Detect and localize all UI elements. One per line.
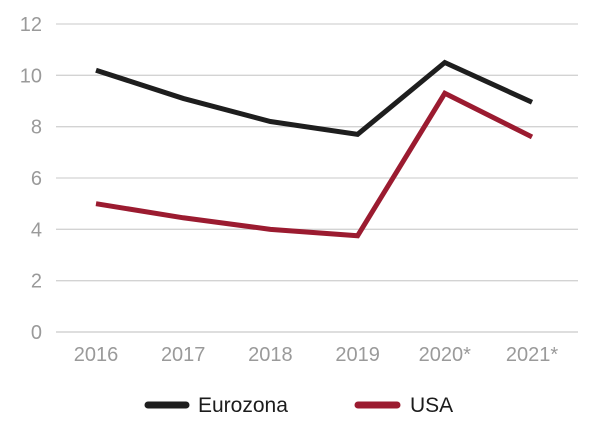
- x-tick-label: 2016: [74, 344, 119, 366]
- x-axis-ticks: 2016 2017 2018 2019 2020* 2021*: [74, 344, 559, 366]
- x-tick-label: 2021*: [506, 344, 558, 366]
- y-tick-label: 8: [31, 117, 42, 139]
- x-tick-label: 2017: [161, 344, 206, 366]
- y-tick-label: 4: [31, 219, 42, 241]
- y-tick-label: 0: [31, 322, 42, 344]
- y-tick-label: 6: [31, 168, 42, 190]
- legend-label-eurozona: Eurozona: [198, 394, 288, 417]
- x-tick-label: 2019: [335, 344, 380, 366]
- y-tick-label: 12: [20, 14, 42, 36]
- legend-label-usa: USA: [410, 394, 453, 417]
- series-line-usa: [95, 90, 534, 239]
- y-axis-ticks: 0 2 4 6 8 10 12: [20, 14, 42, 344]
- series-lines: [95, 59, 534, 239]
- legend: Eurozona USA: [144, 394, 453, 417]
- series-line-eurozona: [95, 59, 534, 138]
- x-tick-label: 2020*: [419, 344, 471, 366]
- y-tick-label: 2: [31, 271, 42, 293]
- x-tick-label: 2018: [248, 344, 293, 366]
- gridlines: [56, 23, 578, 333]
- y-tick-label: 10: [20, 65, 42, 87]
